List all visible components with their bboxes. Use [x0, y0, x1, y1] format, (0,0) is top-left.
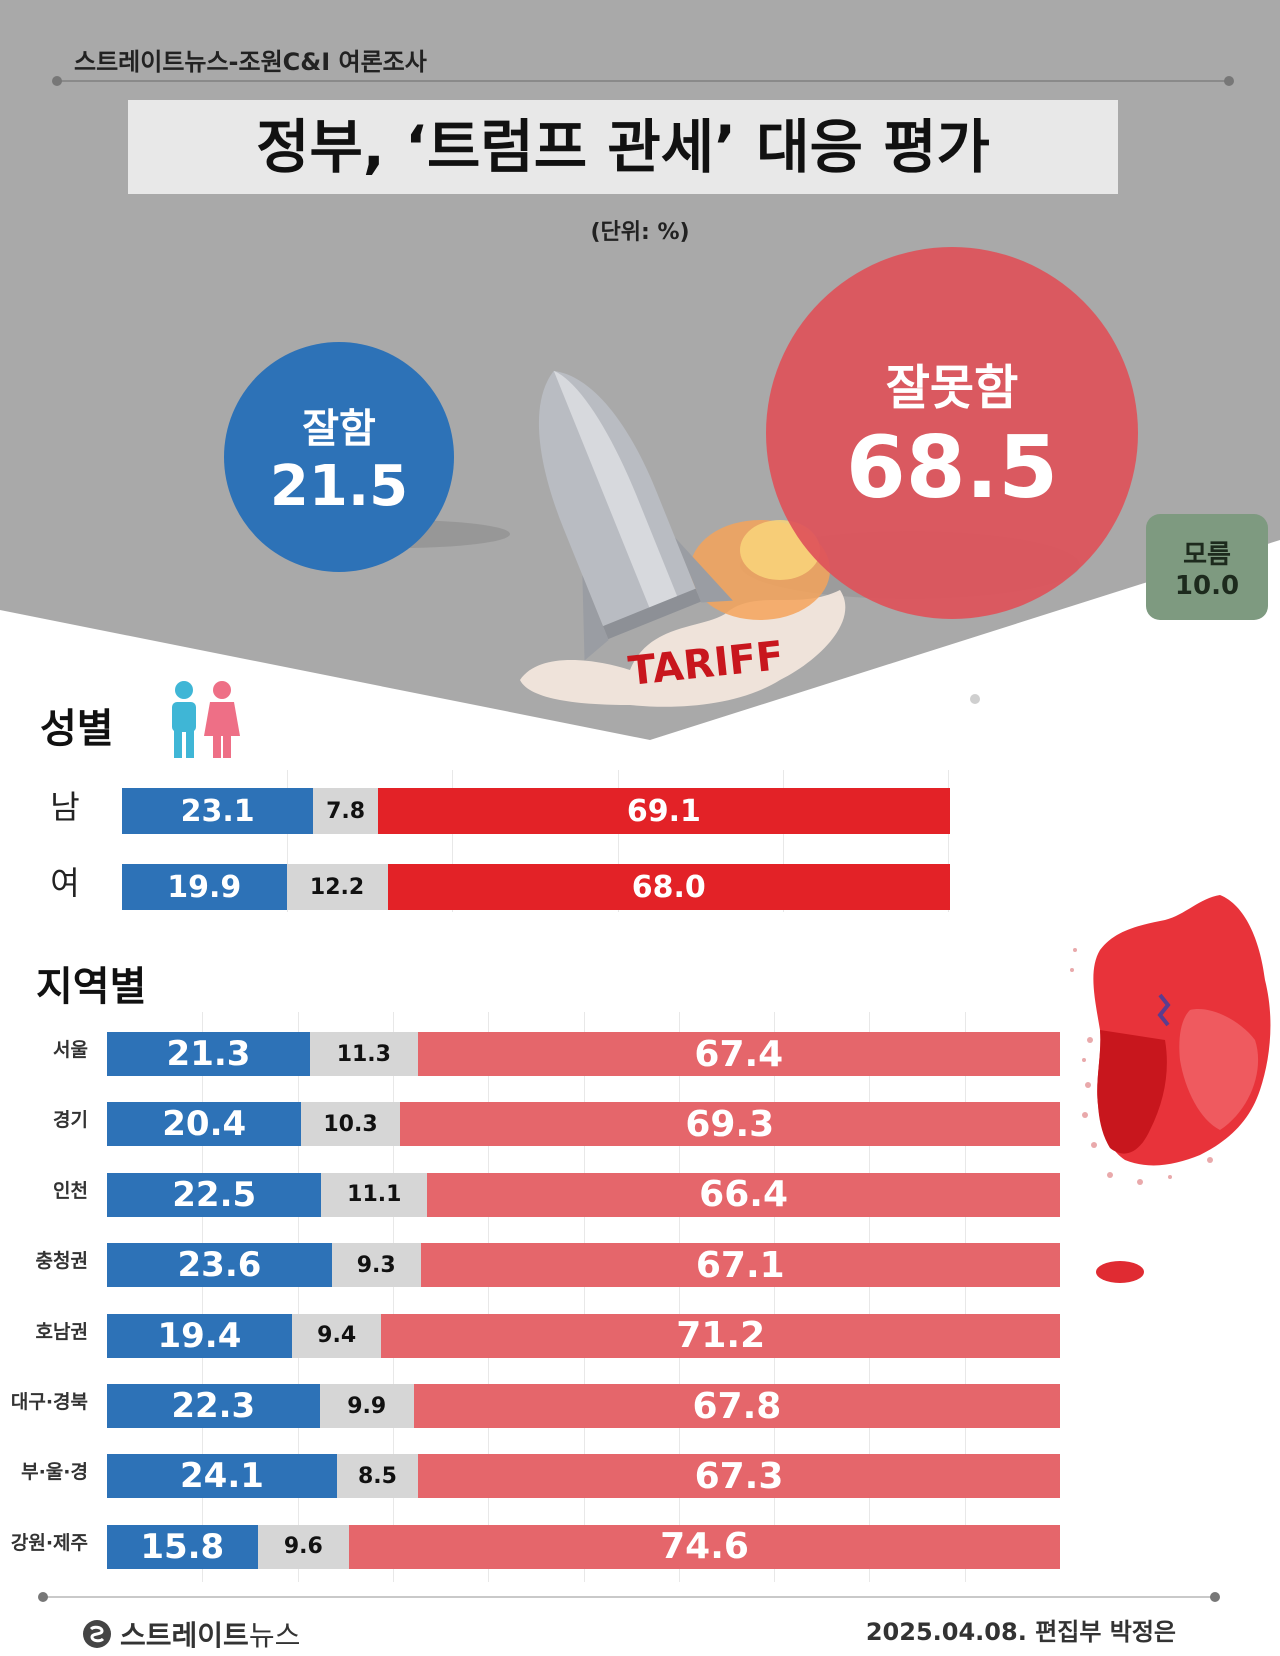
- divider-dot-left: [52, 76, 62, 86]
- bar-segment-bad: 69.1: [377, 788, 950, 834]
- gridline: [488, 1012, 489, 1582]
- gridline: [679, 1012, 680, 1582]
- category-label: 부·울·경: [21, 1461, 88, 1484]
- category-label: 경기: [53, 1109, 88, 1132]
- bar-segment-dont-know: 11.3: [309, 1032, 418, 1076]
- gridline: [965, 1012, 966, 1582]
- gridline: [584, 1012, 585, 1582]
- gender-section-title: 성별: [40, 706, 114, 752]
- bar-segment-bad: 67.1: [420, 1243, 1060, 1288]
- good-value: 21.5: [269, 453, 409, 519]
- brand-name: 스트레이트: [120, 1619, 249, 1652]
- bar-segment-dont-know: 9.9: [319, 1384, 414, 1428]
- category-label: 호남권: [35, 1320, 88, 1343]
- bar-segment-good: 19.4: [107, 1313, 292, 1358]
- bar-segment-dont-know: 9.6: [257, 1524, 350, 1569]
- unit-label: (단위: %): [590, 220, 690, 245]
- category-label: 충청권: [35, 1250, 88, 1273]
- bar-segment-dont-know: 9.3: [331, 1243, 421, 1288]
- brand-suffix: 뉴스: [248, 1619, 301, 1652]
- bar-segment-bad: 71.2: [381, 1313, 1060, 1358]
- page-title: 정부, ‘트럼프 관세’ 대응 평가: [256, 113, 990, 181]
- tariff-rocket-illustration: TARIFF: [520, 370, 846, 707]
- dont-know-value: 10.0: [1174, 570, 1240, 601]
- bar-segment-good: 20.4: [107, 1102, 302, 1147]
- category-label: 남: [50, 788, 80, 826]
- brand-logo-icon: [83, 1620, 111, 1648]
- category-label: 강원·제주: [10, 1531, 88, 1554]
- gridline: [452, 770, 453, 912]
- gridline: [393, 1012, 394, 1582]
- bar-segment-good: 15.8: [107, 1524, 258, 1569]
- bar-segment-bad: 66.4: [427, 1172, 1060, 1217]
- footer-credit: 2025.04.08. 편집부 박정은: [865, 1618, 1176, 1646]
- bar-segment-dont-know: 11.1: [321, 1172, 428, 1217]
- footer-dot-right: [1210, 1592, 1220, 1602]
- bar-segment-dont-know: 7.8: [313, 788, 378, 834]
- bar-segment-bad: 74.6: [349, 1524, 1060, 1569]
- survey-source: 스트레이트뉴스-조원C&I 여론조사: [74, 48, 427, 76]
- bar-segment-good: 22.5: [107, 1172, 322, 1217]
- bar-segment-dont-know: 10.3: [301, 1102, 400, 1147]
- bar-segment-good: 19.9: [122, 864, 287, 910]
- gridline: [774, 1012, 775, 1582]
- category-label: 서울: [53, 1039, 88, 1061]
- bar-segment-good: 24.1: [107, 1454, 337, 1499]
- category-label: 인천: [53, 1179, 88, 1202]
- bad-value: 68.5: [845, 418, 1059, 518]
- good-circle: 잘함 21.5: [224, 342, 454, 572]
- title-box: [128, 100, 1118, 194]
- bar-segment-good: 23.6: [107, 1243, 332, 1288]
- brand-logo: 스트레이트뉴스: [82, 1614, 300, 1654]
- bar-segment-bad: 67.3: [417, 1454, 1060, 1499]
- category-label: 여: [50, 864, 80, 902]
- bar-segment-good: 23.1: [122, 788, 314, 834]
- category-label: 대구·경북: [10, 1391, 88, 1413]
- gridline: [287, 770, 288, 912]
- header-divider: [58, 80, 1228, 82]
- gridline: [783, 770, 784, 912]
- decor-dot: [970, 694, 980, 704]
- bad-circle: 잘못함 68.5: [766, 247, 1138, 619]
- bar-segment-bad: 69.3: [399, 1102, 1060, 1147]
- region-section-title: 지역별: [36, 964, 147, 1010]
- gridline: [298, 1012, 299, 1582]
- dont-know-label: 모름: [1183, 539, 1231, 570]
- footer-divider: [44, 1596, 1216, 1598]
- bar-segment-dont-know: 12.2: [286, 864, 388, 910]
- gridline: [618, 770, 619, 912]
- footer-dot-left: [38, 1592, 48, 1602]
- korea-map-illustration: [1070, 895, 1271, 1283]
- bar-segment-good: 22.3: [107, 1384, 320, 1428]
- gridline: [948, 770, 949, 912]
- bad-label: 잘못함: [885, 360, 1019, 416]
- good-label: 잘함: [302, 405, 376, 452]
- bar-segment-dont-know: 8.5: [336, 1454, 418, 1499]
- gridline: [202, 1012, 203, 1582]
- bar-segment-dont-know: 9.4: [291, 1313, 382, 1358]
- divider-dot-right: [1224, 76, 1234, 86]
- gridline: [869, 1012, 870, 1582]
- dont-know-box: 모름 10.0: [1146, 514, 1268, 620]
- bar-segment-bad: 68.0: [387, 864, 950, 910]
- bar-segment-bad: 67.4: [417, 1032, 1060, 1076]
- bar-segment-bad: 67.8: [413, 1384, 1060, 1428]
- gender-icon: [172, 681, 240, 758]
- bar-segment-good: 21.3: [107, 1032, 310, 1076]
